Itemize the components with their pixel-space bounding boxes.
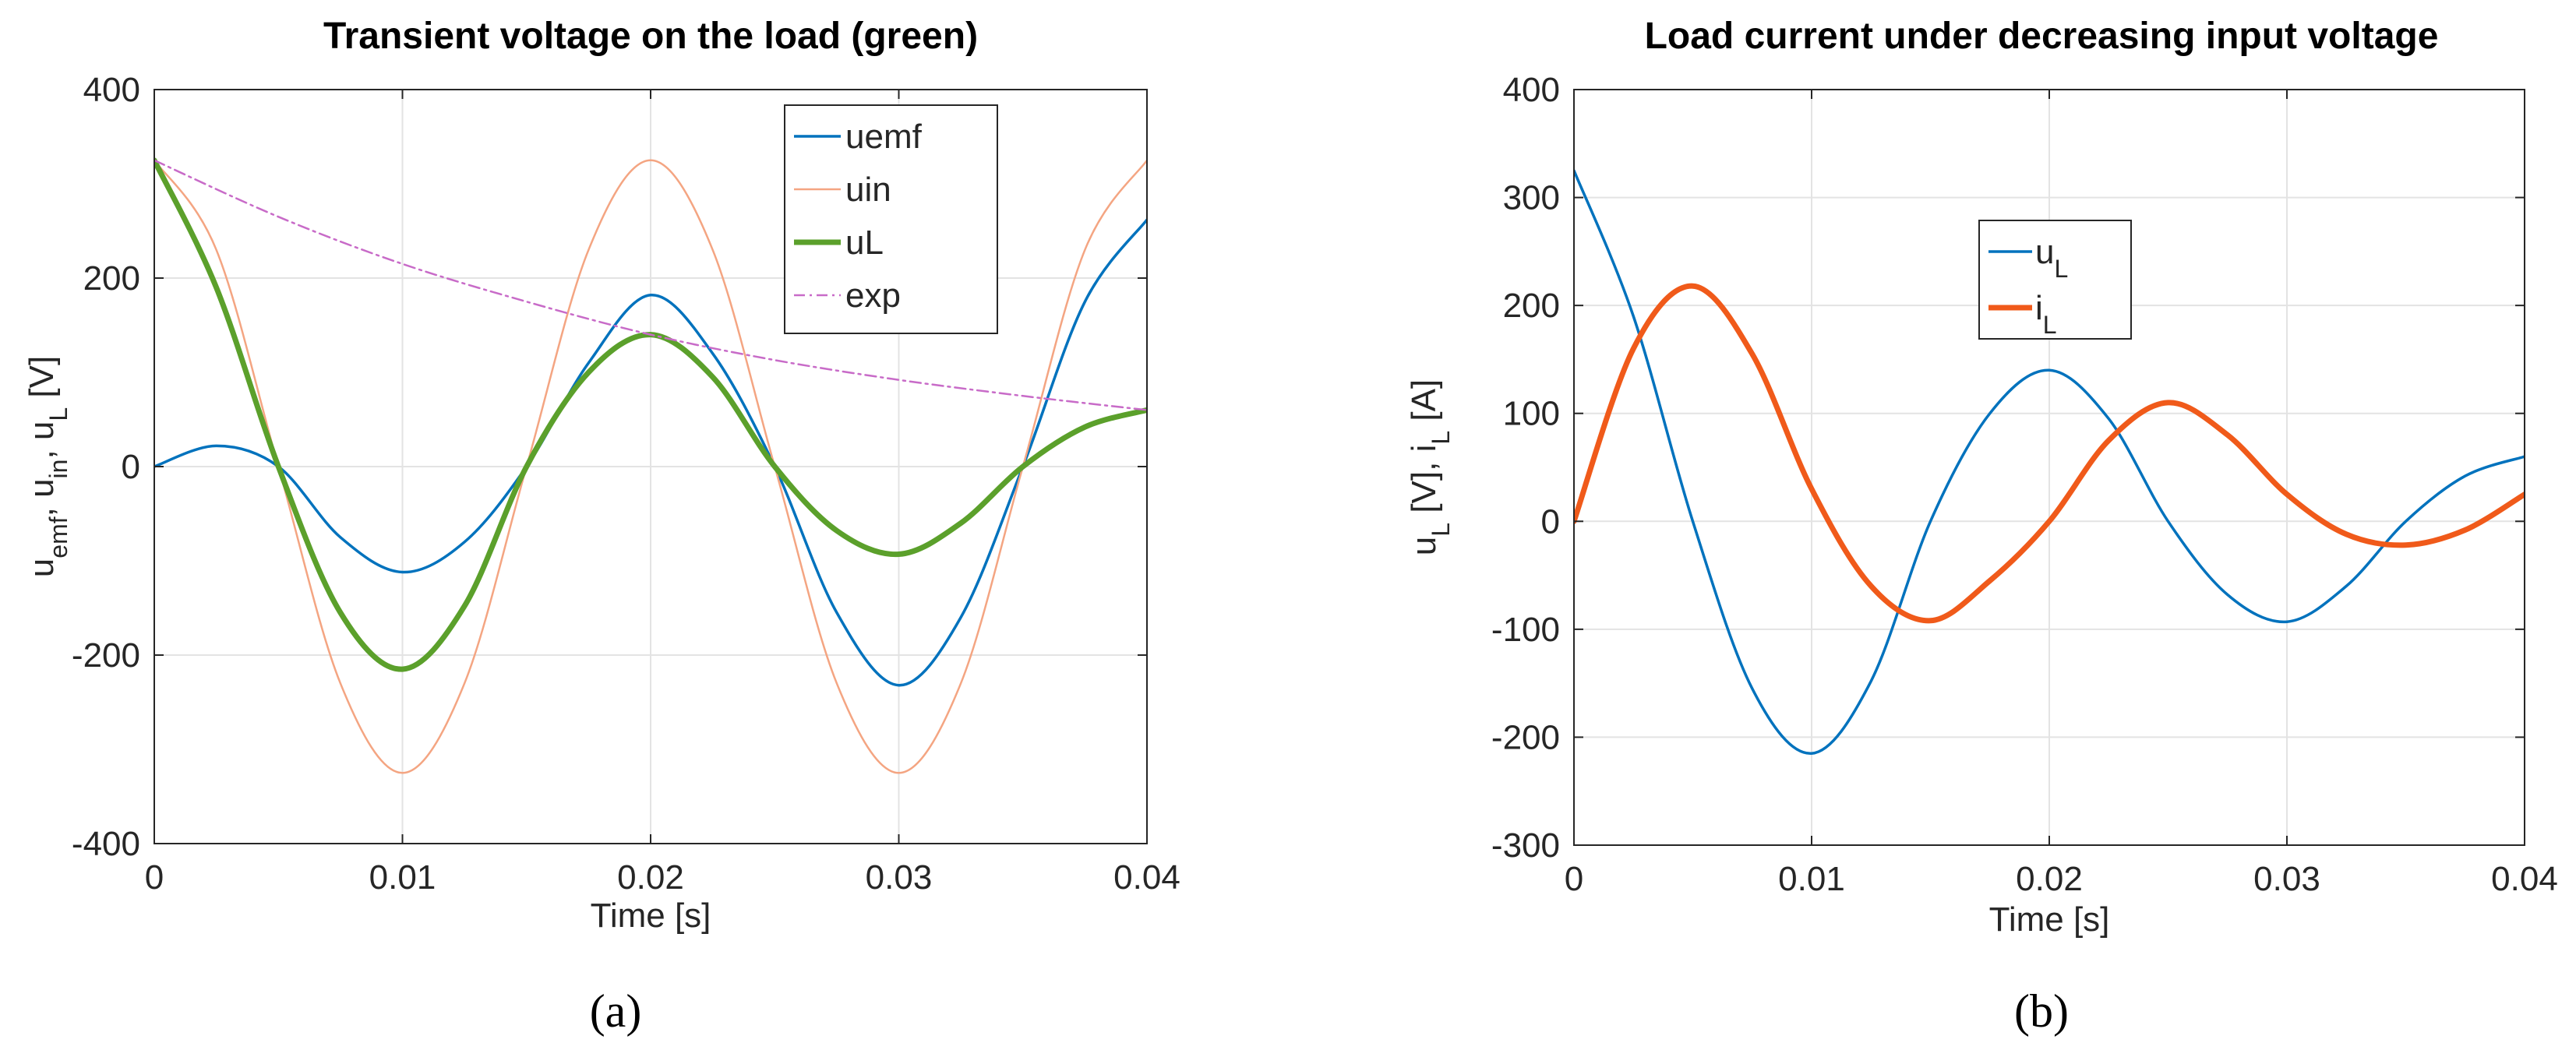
- legend-label-part: exp: [845, 277, 901, 315]
- legend-label-exp: exp: [845, 277, 901, 315]
- panel-label: (a): [590, 985, 642, 1037]
- x-tick-label: 0: [145, 858, 164, 897]
- series-line-u_L: [1574, 169, 2525, 755]
- legend-label-uemf: uemf: [845, 118, 923, 156]
- chart-a: 0 0.01 0.02 0.03 0.04 -400 -200 0 200 400 Transien…: [23, 16, 1180, 1037]
- x-tick-label: 0.03: [2253, 860, 2320, 898]
- legend-label-part: i: [2035, 289, 2043, 327]
- series-line-exp: [154, 159, 1147, 411]
- y-axis-label: uemf, uin, uL [V]: [23, 356, 72, 577]
- x-tick-label: 0.02: [617, 858, 684, 897]
- y-tick-label: 300: [1503, 179, 1560, 217]
- chart-b: 0 0.01 0.02 0.03 0.04 -300 -200 -100 0 100 200 300 4…: [1405, 16, 2558, 1037]
- x-tick-label: 0.03: [866, 858, 933, 897]
- y-tick-label: -300: [1491, 826, 1560, 865]
- x-axis-label: Time [s]: [591, 897, 711, 935]
- legend-label-part: L: [2054, 255, 2068, 283]
- y-axis-label-part: L: [44, 407, 72, 421]
- y-tick-label: -200: [1491, 718, 1560, 756]
- legend-label-i_L: iL: [2035, 289, 2057, 339]
- legend-box: [784, 104, 998, 334]
- y-tick-label: 0: [122, 448, 140, 486]
- legend-label-part: u: [2035, 233, 2054, 271]
- series-line-i_L: [1574, 283, 2525, 624]
- x-tick-label: 0: [1565, 860, 1583, 898]
- y-tick-label: 400: [1503, 71, 1560, 109]
- y-axis-label-part: , u: [23, 421, 61, 460]
- y-axis-label-part: u: [23, 558, 61, 577]
- y-tick-label: 200: [1503, 287, 1560, 325]
- y-tick-label: 200: [83, 259, 140, 298]
- chart-title: Load current under decreasing input volt…: [1645, 16, 2439, 57]
- x-axis-label: Time [s]: [1989, 900, 2110, 939]
- legend-label-part: uL: [845, 224, 884, 262]
- y-tick-label: -200: [72, 636, 140, 675]
- legend-label-uL: uL: [845, 224, 884, 262]
- x-tick-label: 0.04: [1113, 858, 1180, 897]
- legend-label-part: L: [2043, 311, 2057, 339]
- y-tick-label: 0: [1541, 502, 1560, 541]
- panel-label: (b): [2014, 985, 2069, 1037]
- y-tick-label: 100: [1503, 395, 1560, 433]
- y-tick-label: 400: [83, 71, 140, 109]
- y-axis-label-part: [V], i: [1405, 445, 1443, 523]
- series-line-uin: [154, 159, 1147, 774]
- y-tick-label: -100: [1491, 611, 1560, 649]
- y-axis-label-part: L: [1427, 523, 1455, 537]
- legend: uemf uin uL exp: [784, 104, 998, 334]
- x-tick-label: 0.01: [1778, 860, 1845, 898]
- series-line-uemf: [154, 218, 1147, 687]
- x-tick-label: 0.01: [369, 858, 436, 897]
- chart-title: Transient voltage on the load (green): [323, 16, 978, 57]
- y-tick-label: -400: [72, 825, 140, 863]
- legend-label-part: uin: [845, 171, 891, 209]
- y-axis-label-part: , u: [23, 478, 61, 516]
- legend-label-u_L: uL: [2035, 233, 2068, 283]
- y-axis-label-part: [V]: [23, 356, 61, 407]
- y-axis-label: uL [V], iL [A]: [1405, 379, 1455, 555]
- y-axis-label-part: in: [44, 460, 72, 479]
- x-tick-label: 0.04: [2491, 860, 2558, 898]
- legend-box: [1978, 220, 2132, 340]
- y-axis-label-part: u: [1405, 537, 1443, 555]
- x-tick-label: 0.02: [2016, 860, 2083, 898]
- y-axis-label-part: [A]: [1405, 379, 1443, 431]
- series-line-uL: [154, 157, 1147, 672]
- legend-label-part: uemf: [845, 118, 923, 156]
- y-axis-label-part: L: [1427, 431, 1455, 445]
- y-axis-label-part: emf: [44, 516, 72, 558]
- legend-label-uin: uin: [845, 171, 891, 209]
